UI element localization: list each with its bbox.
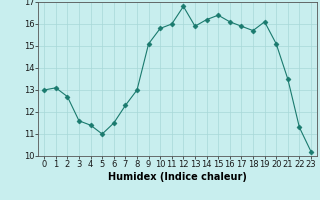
X-axis label: Humidex (Indice chaleur): Humidex (Indice chaleur) bbox=[108, 172, 247, 182]
